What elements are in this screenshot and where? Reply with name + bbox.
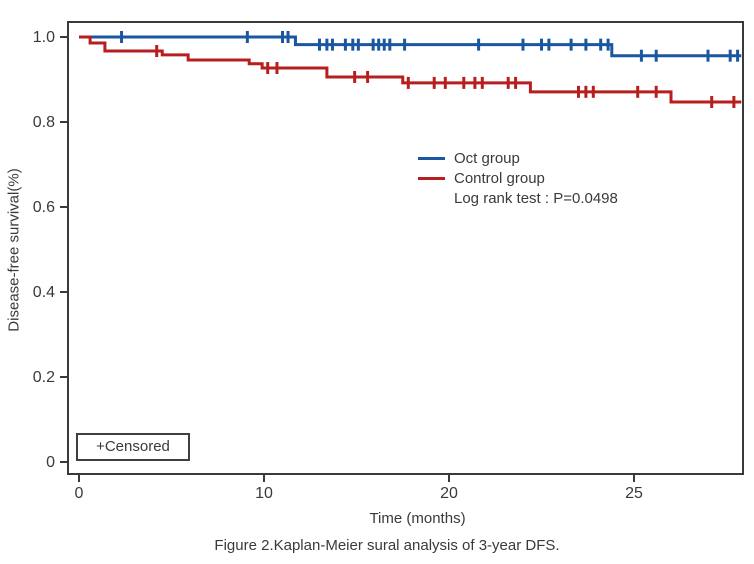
censored-legend-box: +Censored (76, 433, 190, 461)
y-tick-label: 1.0 (33, 29, 55, 46)
log-rank-test-text: Log rank test : P=0.0498 (454, 189, 618, 207)
x-tick-label: 25 (625, 485, 643, 502)
plot-frame (67, 21, 744, 475)
x-tick-label: 0 (75, 485, 84, 502)
oct-group-line-swatch (418, 156, 445, 160)
y-tick-label: 0 (46, 454, 55, 471)
legend-label-control-group: Control group (454, 169, 545, 187)
legend-item-control-group: Control group (418, 168, 618, 188)
x-tick-label: 20 (440, 485, 458, 502)
y-tick-label: 0.2 (33, 369, 55, 386)
y-tick-label: 0.8 (33, 114, 55, 131)
figure-caption: Figure 2.Kaplan-Meier sural analysis of … (214, 537, 560, 554)
y-tick-label: 0.4 (33, 284, 55, 301)
plot-legend: Oct group Control group Log rank test : … (418, 148, 618, 208)
control-group-line-swatch (418, 176, 445, 180)
y-axis-label: Disease-free survival(%) (5, 168, 23, 332)
survival-curve-oct-group (79, 35, 742, 58)
log-rank-annotation-row: Log rank test : P=0.0498 (418, 188, 618, 208)
x-tick-label: 10 (255, 485, 273, 502)
x-axis-label: Time (months) (369, 510, 466, 527)
legend-item-oct-group: Oct group (418, 148, 618, 168)
survival-curve-control-group (79, 35, 742, 104)
legend-label-oct-group: Oct group (454, 149, 520, 167)
y-tick-label: 0.6 (33, 199, 55, 216)
survival-plot: 0 10 20 25 1.0 0.8 0.6 0.4 0.2 0 (33, 21, 744, 502)
